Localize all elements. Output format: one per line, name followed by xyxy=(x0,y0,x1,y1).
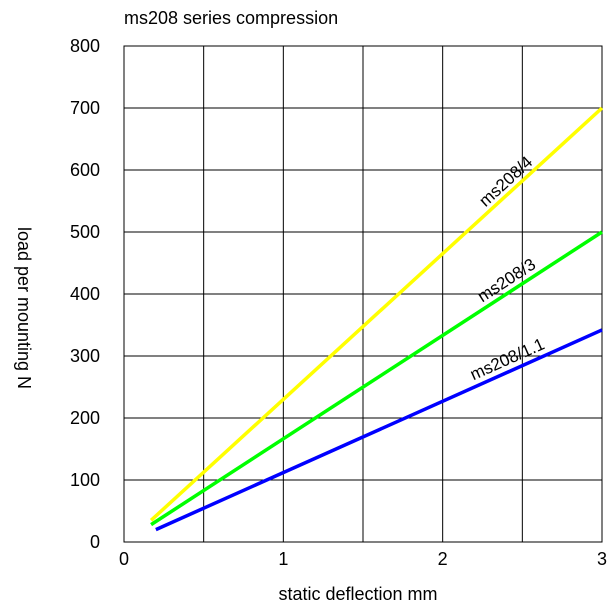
y-tick-label: 600 xyxy=(70,160,100,180)
series-line-ms208-1-1 xyxy=(155,328,603,532)
series-lines xyxy=(149,106,604,532)
chart-title: ms208 series compression xyxy=(124,8,338,28)
x-axis-label: static deflection mm xyxy=(278,584,437,604)
y-tick-label: 700 xyxy=(70,98,100,118)
y-tick-label: 400 xyxy=(70,284,100,304)
y-tick-label: 200 xyxy=(70,408,100,428)
plot-frame xyxy=(123,45,603,543)
x-tick-label: 1 xyxy=(278,549,288,569)
y-axis-tick-labels: 0 100 200 300 400 500 600 700 800 xyxy=(70,36,100,552)
y-tick-label: 500 xyxy=(70,222,100,242)
y-tick-label: 300 xyxy=(70,346,100,366)
x-tick-label: 2 xyxy=(438,549,448,569)
series-line-ms208-4 xyxy=(149,106,604,522)
y-tick-label: 100 xyxy=(70,470,100,490)
grid xyxy=(123,45,603,543)
y-tick-label: 0 xyxy=(90,532,100,552)
y-tick-label: 800 xyxy=(70,36,100,56)
x-axis-tick-labels: 0 1 2 3 xyxy=(119,549,607,569)
series-line-ms208-3 xyxy=(150,230,603,527)
y-axis-label: load per mounting N xyxy=(14,227,34,389)
x-tick-label: 0 xyxy=(119,549,129,569)
x-tick-label: 3 xyxy=(597,549,607,569)
